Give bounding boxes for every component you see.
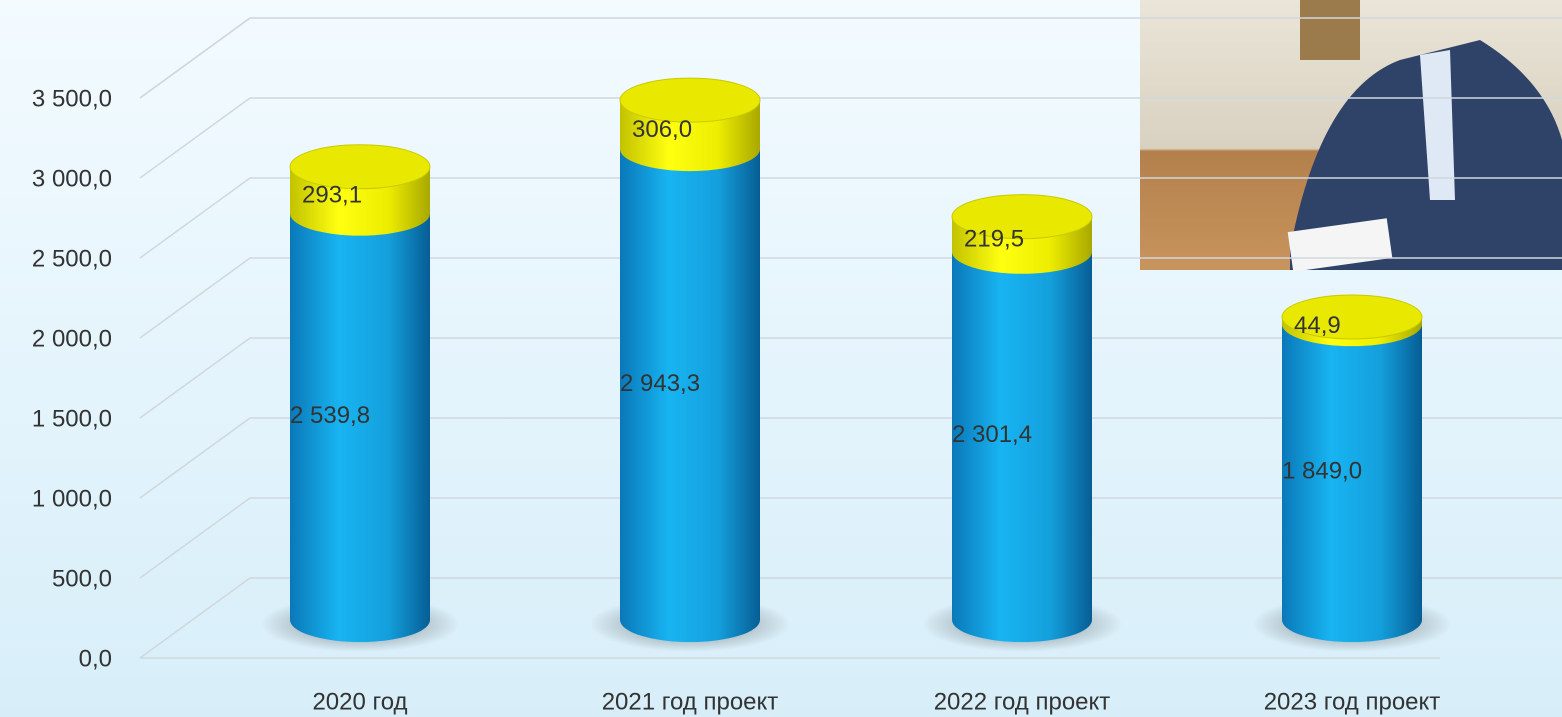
- data-label: 2 539,8: [290, 402, 370, 429]
- bar-segment: [1282, 302, 1422, 642]
- data-label: 1 849,0: [1282, 457, 1362, 484]
- y-tick-label: 2 000,0: [32, 325, 112, 352]
- y-tick-label: 0,0: [79, 645, 112, 672]
- bar-cap: [1281, 294, 1423, 340]
- bar-cap: [289, 144, 431, 190]
- y-tick-label: 3 000,0: [32, 165, 112, 192]
- grid-diagonal: [139, 337, 251, 419]
- bar-segment: [290, 191, 430, 642]
- y-tick-label: 1 500,0: [32, 405, 112, 432]
- photo: [1140, 0, 1562, 272]
- grid-diagonal: [139, 417, 251, 499]
- data-label: 2 943,3: [620, 370, 700, 397]
- grid-diagonal: [139, 97, 251, 179]
- x-tick-label: 2022 год проект: [934, 688, 1111, 715]
- grid-diagonal: [139, 497, 251, 579]
- x-tick-label: 2020 год: [312, 688, 407, 715]
- grid-diagonal: [139, 177, 251, 259]
- grid-diagonal: [139, 577, 251, 659]
- y-tick-label: 500,0: [52, 565, 112, 592]
- bar-cap: [619, 77, 761, 123]
- grid-diagonal: [139, 257, 251, 339]
- data-label: 306,0: [632, 116, 692, 143]
- data-label: 2 301,4: [952, 421, 1032, 448]
- grid-diagonal: [139, 17, 251, 99]
- data-label: 293,1: [302, 182, 362, 209]
- y-tick-label: 3 500,0: [32, 85, 112, 112]
- x-tick-label: 2021 год проект: [602, 688, 779, 715]
- bar-cap: [951, 194, 1093, 240]
- y-tick-label: 1 000,0: [32, 485, 112, 512]
- data-label: 44,9: [1294, 312, 1341, 339]
- x-tick-label: 2023 год проект: [1264, 688, 1441, 715]
- bar-segment: [952, 229, 1092, 642]
- data-label: 219,5: [964, 226, 1024, 253]
- y-tick-label: 2 500,0: [32, 245, 112, 272]
- bar-segment: [620, 127, 760, 642]
